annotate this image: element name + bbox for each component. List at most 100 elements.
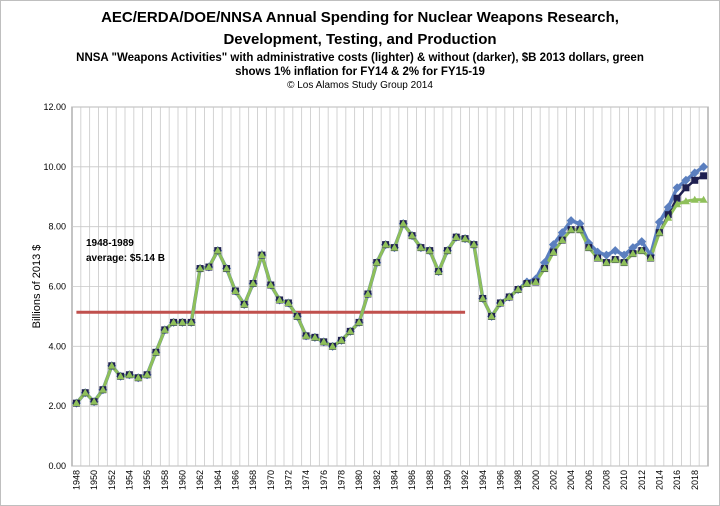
chart-title-line1: AEC/ERDA/DOE/NNSA Annual Spending for Nu… [101,9,619,26]
series-3-point [249,279,258,287]
y-tick-label: 0.00 [48,461,66,471]
x-tick-label: 1996 [495,470,505,490]
series-3-point [328,342,337,350]
y-tick-label: 4.00 [48,341,66,351]
series-3-point [107,361,116,369]
series-3-point [284,298,293,306]
series-3-point [425,246,434,254]
x-tick-label: 1966 [230,470,240,490]
x-tick-label: 2000 [531,470,541,490]
series-3-point [257,251,266,259]
series-3-point [478,294,487,302]
series-3-point [302,331,311,339]
series-3-point [522,279,531,287]
series-3-point [567,225,576,233]
series-3-point [531,278,540,286]
series-3-point [575,225,584,233]
series-3-point [90,397,99,405]
series-3-point [72,399,81,407]
series-3-point [275,295,284,303]
x-tick-label: 1976 [319,470,329,490]
series-2-point [691,176,699,184]
series-3-point [134,373,143,381]
series-1-point [637,237,647,247]
x-tick-label: 1948 [71,470,81,490]
series-2-point [682,184,690,192]
series-3-point [584,243,593,251]
series-3-point [487,312,496,320]
x-tick-label: 1974 [301,470,311,490]
x-tick-label: 2002 [548,470,558,490]
annotation-line1: 1948-1989 [86,238,134,249]
series-1-point [681,175,691,185]
y-tick-label: 10.00 [43,162,66,172]
series-3-point [346,327,355,335]
series-3-point [372,258,381,266]
x-tick-label: 1994 [478,470,488,490]
x-tick-label: 1962 [195,470,205,490]
x-tick-label: 1950 [89,470,99,490]
series-1-point [540,258,550,268]
series-3-point [549,248,558,256]
series-1-point [663,202,673,212]
series-3-point [169,318,178,326]
x-tick-label: 1960 [177,470,187,490]
series-3-point [408,231,417,239]
series-3-point [620,258,629,266]
series-3-point [355,318,364,326]
x-tick-label: 1980 [354,470,364,490]
x-tick-label: 1986 [407,470,417,490]
series-3-point [646,254,655,262]
x-tick-label: 1958 [160,470,170,490]
series-3-point [363,289,372,297]
series-3-point [690,195,699,203]
y-tick-label: 12.00 [43,102,66,112]
series-1-point [699,162,709,172]
x-tick-label: 2016 [672,470,682,490]
x-tick-label: 1982 [372,470,382,490]
series-3-point [213,246,222,254]
series-3-point [452,233,461,241]
series-3-point [416,243,425,251]
chart-subtitle-line1: NNSA "Weapons Activities" with administr… [76,52,644,64]
x-tick-label: 1964 [213,470,223,490]
annotation-line2: average: $5.14 B [86,253,165,264]
series-3-point [143,370,152,378]
x-tick-label: 2018 [690,470,700,490]
series-1-point [575,219,585,229]
series-3-point [266,281,275,289]
series-1-point [690,168,700,178]
x-tick-label: 2014 [654,470,664,490]
series-3-point [187,318,196,326]
series-3-point [496,298,505,306]
chart-subtitle-line2: shows 1% inflation for FY14 & 2% for FY1… [235,66,485,78]
series-3-point [628,249,637,257]
series-3-point [390,243,399,251]
series-3-point [593,254,602,262]
series-1-point [654,217,664,227]
x-tick-label: 1988 [425,470,435,490]
series-3-point [514,285,523,293]
y-tick-label: 8.00 [48,222,66,232]
series-2-point [700,172,708,180]
series-3-point [337,336,346,344]
series-3-point [204,263,213,271]
series-3-point [240,300,249,308]
chart-credit: © Los Alamos Study Group 2014 [287,80,433,91]
series-3-point [637,246,646,254]
series-1-point [610,246,620,256]
series-1-point [601,250,611,260]
series-3-point [160,325,169,333]
x-tick-label: 2004 [566,470,576,490]
series-3-point [310,333,319,341]
series-3-point [116,372,125,380]
series-3-point [98,385,107,393]
series-3-point [558,236,567,244]
series-3-point [222,264,231,272]
x-tick-label: 1952 [107,470,117,490]
x-tick-label: 1992 [460,470,470,490]
series-3-point [81,388,90,396]
series-3-point [461,234,470,242]
x-tick-label: 1956 [142,470,152,490]
